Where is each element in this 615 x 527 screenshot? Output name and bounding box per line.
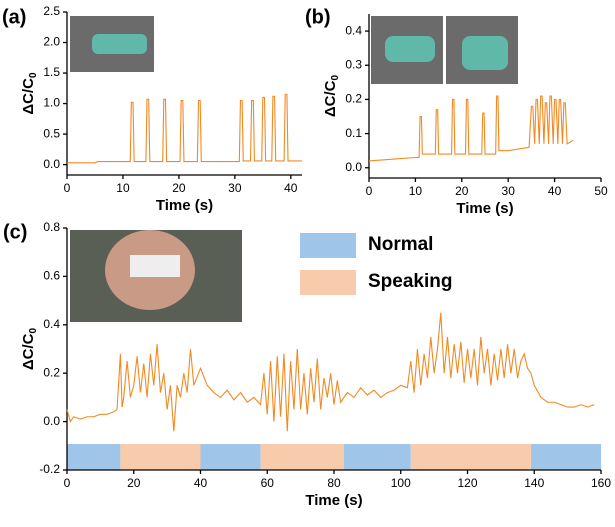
- y-axis-title-subscript: 0: [28, 72, 39, 78]
- legend-swatch: [300, 270, 356, 295]
- data-line: [368, 95, 574, 162]
- x-tick-label: 60: [261, 476, 275, 490]
- y-tick-label: 2.5: [43, 4, 60, 18]
- legend-label: Speaking: [368, 271, 452, 292]
- band: [67, 444, 121, 470]
- x-tick-label: 0: [64, 181, 71, 195]
- y-tick-label: 0.0: [43, 157, 60, 171]
- x-tick-label: 40: [194, 476, 208, 490]
- band: [410, 444, 531, 470]
- x-tick-label: 40: [548, 184, 562, 198]
- y-tick-label: 0.5: [43, 126, 60, 140]
- x-tick-label: 10: [409, 184, 423, 198]
- x-axis-title: Time (s): [156, 197, 213, 214]
- y-tick-label: 0.8: [43, 220, 60, 234]
- photo-sensor: [130, 255, 180, 277]
- x-axis-title: Time (s): [456, 200, 513, 217]
- data-line: [67, 93, 302, 164]
- y-axis-title-subscript: 0: [28, 327, 39, 333]
- y-axis-title-main: ΔC/C: [322, 80, 339, 117]
- legend-label: Normal: [368, 234, 433, 255]
- y-axis-title-main: ΔC/C: [20, 333, 37, 370]
- x-tick-label: 30: [502, 184, 516, 198]
- y-axis-title-main: ΔC/C: [20, 78, 37, 115]
- x-tick-label: 20: [172, 181, 186, 195]
- data-line: [66, 312, 595, 432]
- panel-label: (b): [305, 6, 331, 28]
- x-tick-label: 0: [64, 476, 71, 490]
- y-tick-label: 0.0: [43, 414, 60, 428]
- band: [200, 444, 261, 470]
- x-tick-label: 120: [457, 476, 477, 490]
- x-tick-label: 30: [228, 181, 242, 195]
- y-tick-label: 0.1: [345, 126, 362, 140]
- photo-glove: [462, 36, 508, 70]
- y-axis-title: ΔC/C0: [322, 74, 341, 117]
- y-tick-label: 0.4: [43, 317, 60, 331]
- panel-label: (a): [2, 6, 26, 28]
- photo-glove: [92, 34, 147, 54]
- x-axis-title: Time (s): [305, 492, 362, 509]
- x-tick-label: 160: [591, 476, 611, 490]
- y-axis-title: ΔC/C0: [20, 72, 39, 115]
- y-tick-label: 0.2: [43, 365, 60, 379]
- band: [120, 444, 201, 470]
- x-tick-label: 20: [455, 184, 469, 198]
- band: [344, 444, 411, 470]
- x-tick-label: 50: [594, 184, 608, 198]
- x-tick-label: 10: [116, 181, 130, 195]
- x-tick-label: 0: [366, 184, 373, 198]
- y-tick-label: 1.5: [43, 65, 60, 79]
- y-tick-label: 0.3: [345, 57, 362, 71]
- y-tick-label: 0.6: [43, 269, 60, 283]
- y-tick-label: 2.0: [43, 35, 60, 49]
- y-axis-title-subscript: 0: [330, 74, 341, 80]
- y-axis-title: ΔC/C0: [20, 327, 39, 370]
- panel-label: (c): [3, 221, 27, 243]
- photo-glove: [385, 36, 435, 62]
- x-tick-label: 20: [127, 476, 141, 490]
- y-tick-label: 1.0: [43, 96, 60, 110]
- legend-swatch: [300, 233, 356, 258]
- y-tick-label: 0.4: [345, 23, 362, 37]
- band: [530, 444, 601, 470]
- y-tick-label: 0.0: [345, 160, 362, 174]
- x-tick-label: 80: [327, 476, 341, 490]
- x-tick-label: 100: [391, 476, 411, 490]
- y-tick-label: 0.2: [345, 92, 362, 106]
- x-tick-label: 40: [284, 181, 298, 195]
- y-tick-label: -0.2: [39, 462, 60, 476]
- band: [260, 444, 345, 470]
- x-tick-label: 140: [524, 476, 544, 490]
